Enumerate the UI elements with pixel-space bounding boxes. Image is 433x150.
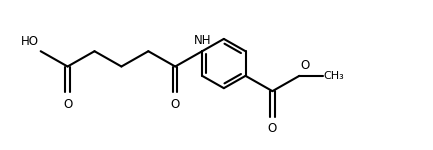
Text: HO: HO [20, 35, 39, 48]
Text: O: O [300, 59, 310, 72]
Text: NH: NH [194, 34, 212, 47]
Text: O: O [171, 98, 180, 111]
Text: O: O [268, 122, 277, 135]
Text: O: O [63, 98, 72, 111]
Text: CH₃: CH₃ [323, 71, 344, 81]
